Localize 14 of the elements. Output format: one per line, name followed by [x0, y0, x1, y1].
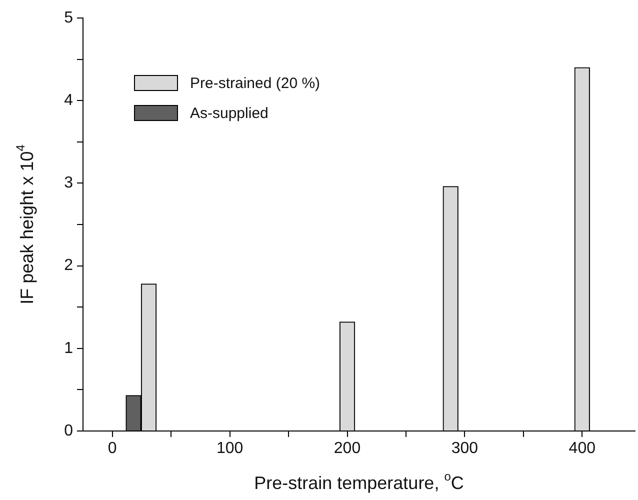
y-tick-label: 2: [64, 257, 74, 274]
x-tick-label: 100: [216, 440, 244, 458]
x-tick-label: 300: [451, 440, 478, 458]
y-tick-label: 1: [64, 340, 74, 357]
legend-label: As-supplied: [190, 104, 268, 122]
y-tick-label: 3: [64, 174, 74, 192]
x-tick-label: 0: [108, 440, 117, 458]
y-tick-label: 4: [64, 92, 74, 110]
x-tick-label: 200: [334, 440, 361, 458]
y-tick-label: 5: [64, 9, 74, 26]
legend-label: Pre-strained (20 %): [190, 74, 320, 92]
y-tick-label: 0: [64, 422, 74, 440]
x-tick-label: 400: [568, 440, 596, 458]
y-axis-title: IF peak height x 104: [13, 144, 37, 304]
